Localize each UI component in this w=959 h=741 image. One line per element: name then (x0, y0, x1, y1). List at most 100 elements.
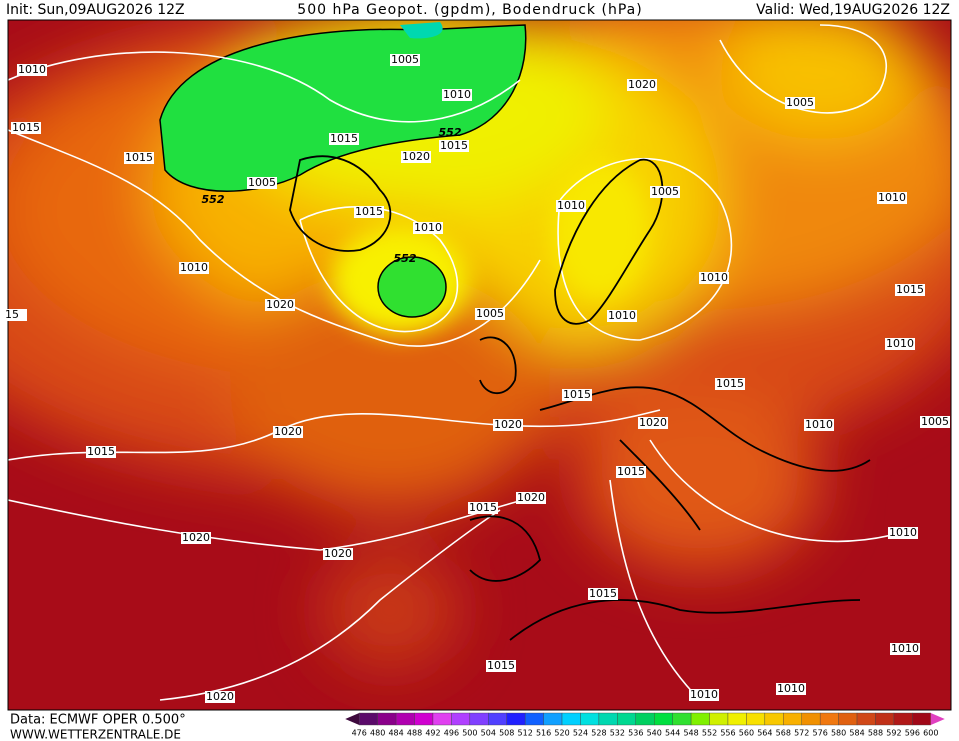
isobar-label: 1020 (274, 425, 302, 438)
colorbar-cell (488, 712, 507, 726)
label-box (247, 177, 277, 189)
isobar-label: 1015 (563, 388, 591, 401)
valid-time: Valid: Wed,19AUG2026 12Z (756, 2, 950, 18)
colorbar-label: 488 (407, 729, 422, 738)
colorbar-cell (543, 712, 563, 726)
colorbar-label: 512 (518, 729, 533, 738)
map-field (8, 20, 951, 710)
label-box (785, 97, 815, 109)
colorbar-label: 524 (573, 729, 588, 738)
label-box (804, 419, 834, 431)
colorbar-label: 480 (370, 729, 385, 738)
isobar-label: 1020 (494, 418, 522, 431)
colorbar-label: 548 (683, 729, 698, 738)
label-box (179, 262, 209, 274)
isobar-label: 1010 (777, 682, 805, 695)
label-box (650, 186, 680, 198)
colorbar-cell (893, 712, 913, 726)
colorbar-label: 496 (444, 729, 459, 738)
isobar-label: 1005 (786, 96, 814, 109)
label-box (124, 152, 154, 164)
label-box (890, 643, 920, 655)
colorbar-cell (635, 712, 655, 726)
colorbar-cell (856, 712, 876, 726)
label-box (442, 89, 472, 101)
isobar-labels: 1010 1015 1015 1005 552 1010 1020 15 1020 1015 102… (0, 53, 950, 703)
isobar-label: 1015 (716, 377, 744, 390)
label-box (390, 54, 420, 66)
colorbar-cell (838, 712, 858, 726)
isobar-label: 1020 (628, 78, 656, 91)
label-box (877, 192, 907, 204)
isobar-label: 1010 (414, 221, 442, 234)
isobar-label: 1005 (248, 176, 276, 189)
isobar-label: 1015 (330, 132, 358, 145)
colorbar-label: 540 (647, 729, 662, 738)
colorbar-cell (654, 712, 673, 726)
colorbar-label: 564 (757, 729, 772, 738)
isobar-label: 1015 (469, 501, 497, 514)
colorbar-label: 536 (628, 729, 643, 738)
label-box (895, 284, 925, 296)
colorbar-arrow (345, 713, 360, 725)
colorbar-cell (746, 712, 766, 726)
colorbar-label: 568 (776, 729, 791, 738)
isobar-label: 1015 (87, 445, 115, 458)
isobar-label: 1005 (391, 53, 419, 66)
colorbar-label: 552 (702, 729, 717, 738)
isobar-label: 1010 (889, 526, 917, 539)
colorbar-label: 492 (425, 729, 440, 738)
colorbar-label: 500 (462, 729, 477, 738)
isobar-label: 1020 (206, 690, 234, 703)
colorbar-label: 528 (591, 729, 606, 738)
colorbar-cell (524, 712, 544, 726)
colorbar-cell (469, 712, 489, 726)
colorbar-cell (377, 712, 397, 726)
isobar-label: 1010 (878, 191, 906, 204)
label-box (638, 417, 668, 429)
isobar-label: 1010 (608, 309, 636, 322)
colorbar-cell (819, 712, 839, 726)
label-box (588, 588, 618, 600)
colorbar-cell (359, 712, 378, 726)
colorbar-label: 504 (481, 729, 496, 738)
label-box (689, 689, 719, 701)
colorbar-label: 596 (905, 729, 920, 738)
isobar-label: 1020 (182, 531, 210, 544)
isobar-label: 1010 (700, 271, 728, 284)
isobar-label: 1015 (12, 121, 40, 134)
colorbar-label: 560 (739, 729, 754, 738)
geopotential-label: 552 (202, 193, 225, 206)
label-box (885, 338, 915, 350)
colorbar-label: 600 (923, 729, 938, 738)
label-box (265, 299, 295, 311)
isobar-label: 1010 (886, 337, 914, 350)
colorbar-label: 572 (794, 729, 809, 738)
label-box (475, 308, 505, 320)
isobar-label: 1020 (324, 547, 352, 560)
colorbar-label: 556 (720, 729, 735, 738)
isobar-label: 1010 (891, 642, 919, 655)
colorbar-cell (801, 712, 821, 726)
label-box (205, 691, 235, 703)
isobar-label: 1010 (18, 63, 46, 76)
label-box (11, 122, 41, 134)
isobar-label: 1010 (690, 688, 718, 701)
label-box (413, 222, 443, 234)
colorbar-cell (506, 712, 526, 726)
label-box (329, 133, 359, 145)
label-box (699, 272, 729, 284)
label-box (516, 492, 546, 504)
label-box (468, 502, 498, 514)
colorbar-cell (672, 712, 692, 726)
label-box (181, 532, 211, 544)
label-box (562, 389, 592, 401)
data-source: Data: ECMWF OPER 0.500° (10, 713, 186, 728)
colorbar-label: 484 (388, 729, 403, 738)
colorbar-label: 516 (536, 729, 551, 738)
colorbar-label: 476 (352, 729, 367, 738)
colorbar-label: 520 (554, 729, 569, 738)
geopotential-label: 552 (439, 126, 462, 139)
isobar-label: 1020 (402, 150, 430, 163)
